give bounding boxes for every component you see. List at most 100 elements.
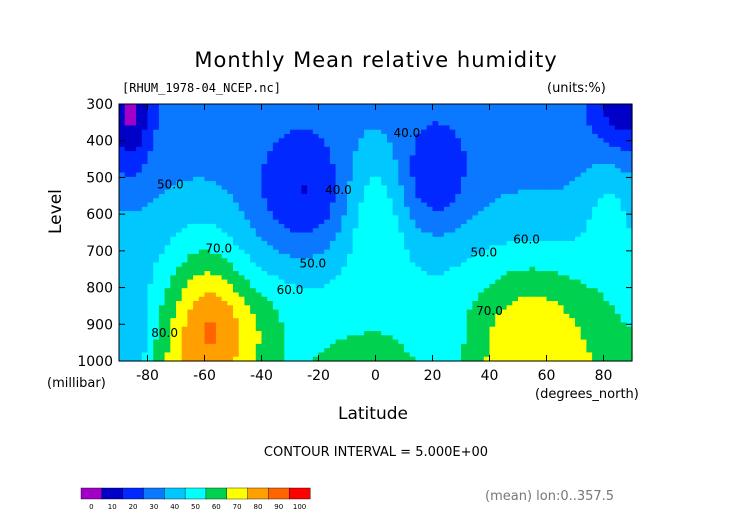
field-cell <box>620 232 627 238</box>
field-cell <box>557 219 565 225</box>
field-cell <box>375 305 382 311</box>
field-cell <box>592 292 599 298</box>
field-cell <box>523 168 530 174</box>
field-cell <box>153 181 160 186</box>
field-cell <box>221 301 228 306</box>
field-cell <box>198 176 206 182</box>
field-cell <box>540 301 548 306</box>
field-cell <box>301 305 308 311</box>
field-cell <box>215 125 223 131</box>
field-cell <box>221 232 228 238</box>
field-cell <box>335 146 342 152</box>
field-cell <box>392 129 399 135</box>
field-cell <box>421 142 428 148</box>
field-cell <box>244 125 251 131</box>
field-cell <box>609 181 616 186</box>
field-cell <box>233 108 240 114</box>
field-cell <box>324 116 331 122</box>
field-cell <box>141 305 149 311</box>
field-cell <box>529 241 536 246</box>
field-cell <box>586 322 593 328</box>
field-cell <box>426 245 434 251</box>
field-cell <box>580 305 587 311</box>
field-cell <box>546 168 553 174</box>
field-cell <box>130 339 137 345</box>
field-cell <box>181 301 188 306</box>
field-cell <box>381 313 388 319</box>
field-cell <box>580 202 587 208</box>
field-cell <box>375 318 382 324</box>
field-cell <box>335 339 342 345</box>
field-cell <box>472 198 479 204</box>
field-cell <box>255 181 263 186</box>
field-cell <box>250 121 257 127</box>
field-cell <box>426 331 434 336</box>
field-cell <box>529 121 536 127</box>
field-cell <box>489 335 496 341</box>
field-cell <box>181 245 188 251</box>
field-cell <box>158 151 166 156</box>
field-cell <box>238 296 245 302</box>
field-cell <box>386 172 394 178</box>
field-cell <box>483 125 491 131</box>
field-cell <box>398 258 405 264</box>
field-cell <box>335 129 342 135</box>
field-cell <box>461 104 468 109</box>
field-cell <box>529 116 536 122</box>
field-cell <box>426 198 434 204</box>
field-cell <box>563 202 570 208</box>
field-cell <box>421 271 428 276</box>
field-cell <box>358 258 365 264</box>
field-cell <box>563 219 570 225</box>
field-cell <box>592 104 599 109</box>
field-cell <box>609 296 616 302</box>
field-cell <box>147 279 154 285</box>
field-cell <box>295 262 302 268</box>
field-cell <box>267 275 274 281</box>
field-cell <box>204 159 211 165</box>
field-cell <box>244 129 251 135</box>
field-cell <box>301 245 308 251</box>
field-cell <box>358 232 365 238</box>
field-cell <box>210 185 217 191</box>
field-cell <box>386 112 394 118</box>
field-cell <box>221 223 228 229</box>
field-cell <box>210 228 217 234</box>
field-cell <box>335 125 342 131</box>
field-cell <box>529 198 536 204</box>
field-cell <box>455 189 462 195</box>
field-cell <box>198 163 206 169</box>
field-cell <box>478 309 485 315</box>
field-cell <box>398 104 405 109</box>
field-cell <box>512 193 519 199</box>
field-cell <box>329 219 337 225</box>
field-cell <box>432 181 439 186</box>
field-cell <box>461 301 468 306</box>
field-cell <box>404 146 411 152</box>
field-cell <box>278 219 285 225</box>
field-cell <box>506 245 513 251</box>
field-cell <box>455 181 462 186</box>
field-cell <box>455 309 462 315</box>
field-cell <box>580 116 587 122</box>
field-cell <box>592 163 599 169</box>
field-cell <box>267 241 274 246</box>
field-cell <box>535 313 542 319</box>
field-cell <box>409 121 416 127</box>
field-cell <box>518 138 525 144</box>
field-cell <box>489 258 496 264</box>
field-cell <box>147 185 154 191</box>
field-cell <box>495 283 502 289</box>
field-cell <box>620 185 627 191</box>
field-cell <box>267 245 274 251</box>
field-cell <box>261 253 268 259</box>
field-cell <box>358 189 365 195</box>
field-cell <box>221 181 228 186</box>
field-cell <box>518 236 525 242</box>
field-cell <box>352 138 359 144</box>
field-cell <box>438 245 445 251</box>
field-cell <box>563 275 570 281</box>
field-cell <box>500 146 508 152</box>
field-cell <box>324 309 331 315</box>
field-cell <box>529 138 536 144</box>
